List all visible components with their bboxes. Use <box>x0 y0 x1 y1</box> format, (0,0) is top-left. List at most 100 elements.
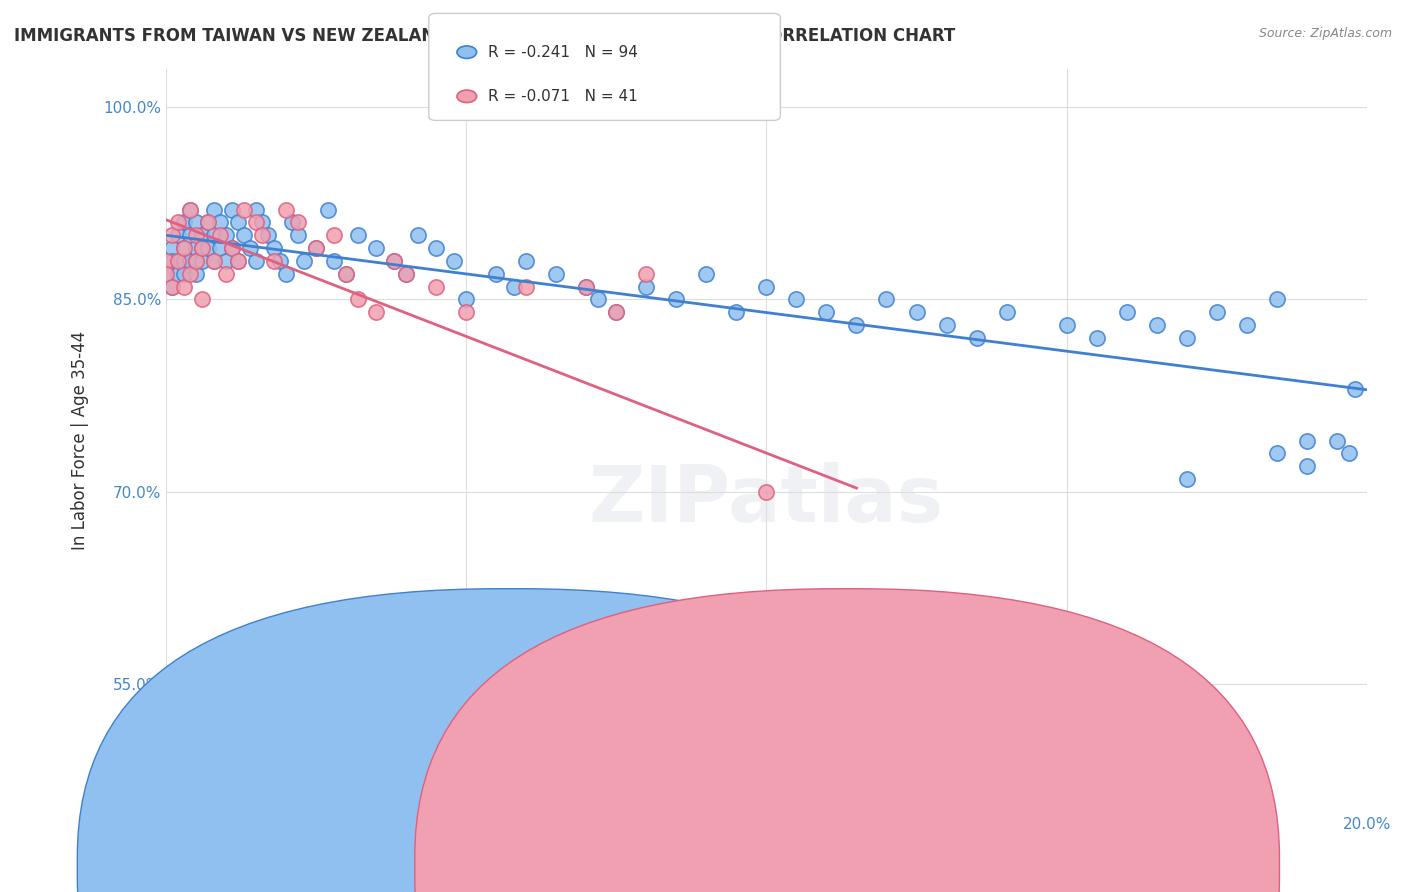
Text: R = -0.241   N = 94: R = -0.241 N = 94 <box>488 45 638 60</box>
Point <box>245 254 267 268</box>
Point <box>191 241 214 255</box>
Point <box>292 254 315 268</box>
Point <box>167 267 190 281</box>
Point <box>167 254 190 268</box>
Point <box>281 215 304 229</box>
Point <box>935 318 957 332</box>
Point <box>160 228 183 243</box>
Point <box>160 254 183 268</box>
Point <box>546 267 568 281</box>
Text: New Zealanders: New Zealanders <box>950 857 1074 872</box>
Point <box>184 254 207 268</box>
Point <box>605 305 627 319</box>
Point <box>456 293 478 307</box>
Point <box>173 215 195 229</box>
Point <box>287 228 309 243</box>
Point <box>1265 293 1288 307</box>
Point <box>785 293 807 307</box>
Point <box>155 254 177 268</box>
Point <box>197 215 219 229</box>
Text: ZIPatlas: ZIPatlas <box>589 462 943 538</box>
Point <box>257 228 280 243</box>
Point <box>425 279 447 293</box>
Point <box>179 202 201 217</box>
Point <box>160 279 183 293</box>
Point <box>155 254 177 268</box>
Point <box>1295 459 1317 474</box>
Point <box>755 484 778 499</box>
Point <box>233 202 256 217</box>
Point <box>335 267 357 281</box>
Point <box>215 267 238 281</box>
Point <box>1146 318 1168 332</box>
Point <box>503 279 526 293</box>
Point <box>636 279 658 293</box>
Point <box>263 241 285 255</box>
Point <box>160 279 183 293</box>
Point <box>575 279 598 293</box>
Point <box>179 254 201 268</box>
Point <box>1295 434 1317 448</box>
Point <box>173 267 195 281</box>
Point <box>167 215 190 229</box>
Point <box>208 241 231 255</box>
Point <box>1175 331 1198 345</box>
Point <box>1115 305 1137 319</box>
Point <box>725 305 748 319</box>
Point <box>323 228 346 243</box>
Point <box>245 215 267 229</box>
Point <box>226 254 249 268</box>
Point <box>184 267 207 281</box>
Text: R = -0.071   N = 41: R = -0.071 N = 41 <box>488 89 638 103</box>
Point <box>173 279 195 293</box>
Point <box>215 254 238 268</box>
Point <box>274 202 297 217</box>
Point <box>1236 318 1258 332</box>
Point <box>876 293 898 307</box>
Point <box>239 241 262 255</box>
Point <box>197 241 219 255</box>
Point <box>323 254 346 268</box>
Point <box>202 254 225 268</box>
Point <box>605 305 627 319</box>
Text: Source: ZipAtlas.com: Source: ZipAtlas.com <box>1258 27 1392 40</box>
Point <box>382 254 405 268</box>
Point <box>173 254 195 268</box>
Point <box>250 215 273 229</box>
Point <box>184 215 207 229</box>
Point <box>184 241 207 255</box>
Point <box>287 215 309 229</box>
Point <box>845 780 868 794</box>
Point <box>347 293 370 307</box>
Point <box>515 254 537 268</box>
Point <box>443 254 465 268</box>
Point <box>179 228 201 243</box>
Point <box>755 279 778 293</box>
Point <box>695 267 717 281</box>
Point <box>406 228 429 243</box>
Point <box>665 293 688 307</box>
Point <box>305 241 328 255</box>
Point <box>202 254 225 268</box>
Point <box>155 267 177 281</box>
Point <box>208 215 231 229</box>
Point <box>250 228 273 243</box>
Point <box>1205 305 1227 319</box>
Point <box>485 267 508 281</box>
Point <box>173 241 195 255</box>
Point <box>575 279 598 293</box>
Point <box>395 267 418 281</box>
Point <box>335 267 357 281</box>
Point <box>155 267 177 281</box>
Text: Immigrants from Taiwan: Immigrants from Taiwan <box>610 857 796 872</box>
Point <box>274 267 297 281</box>
Point <box>588 293 610 307</box>
Point <box>456 305 478 319</box>
Point <box>905 305 928 319</box>
Point <box>179 267 201 281</box>
Point <box>316 202 339 217</box>
Point <box>191 293 214 307</box>
Point <box>221 241 243 255</box>
Point <box>366 241 388 255</box>
Point <box>425 241 447 255</box>
